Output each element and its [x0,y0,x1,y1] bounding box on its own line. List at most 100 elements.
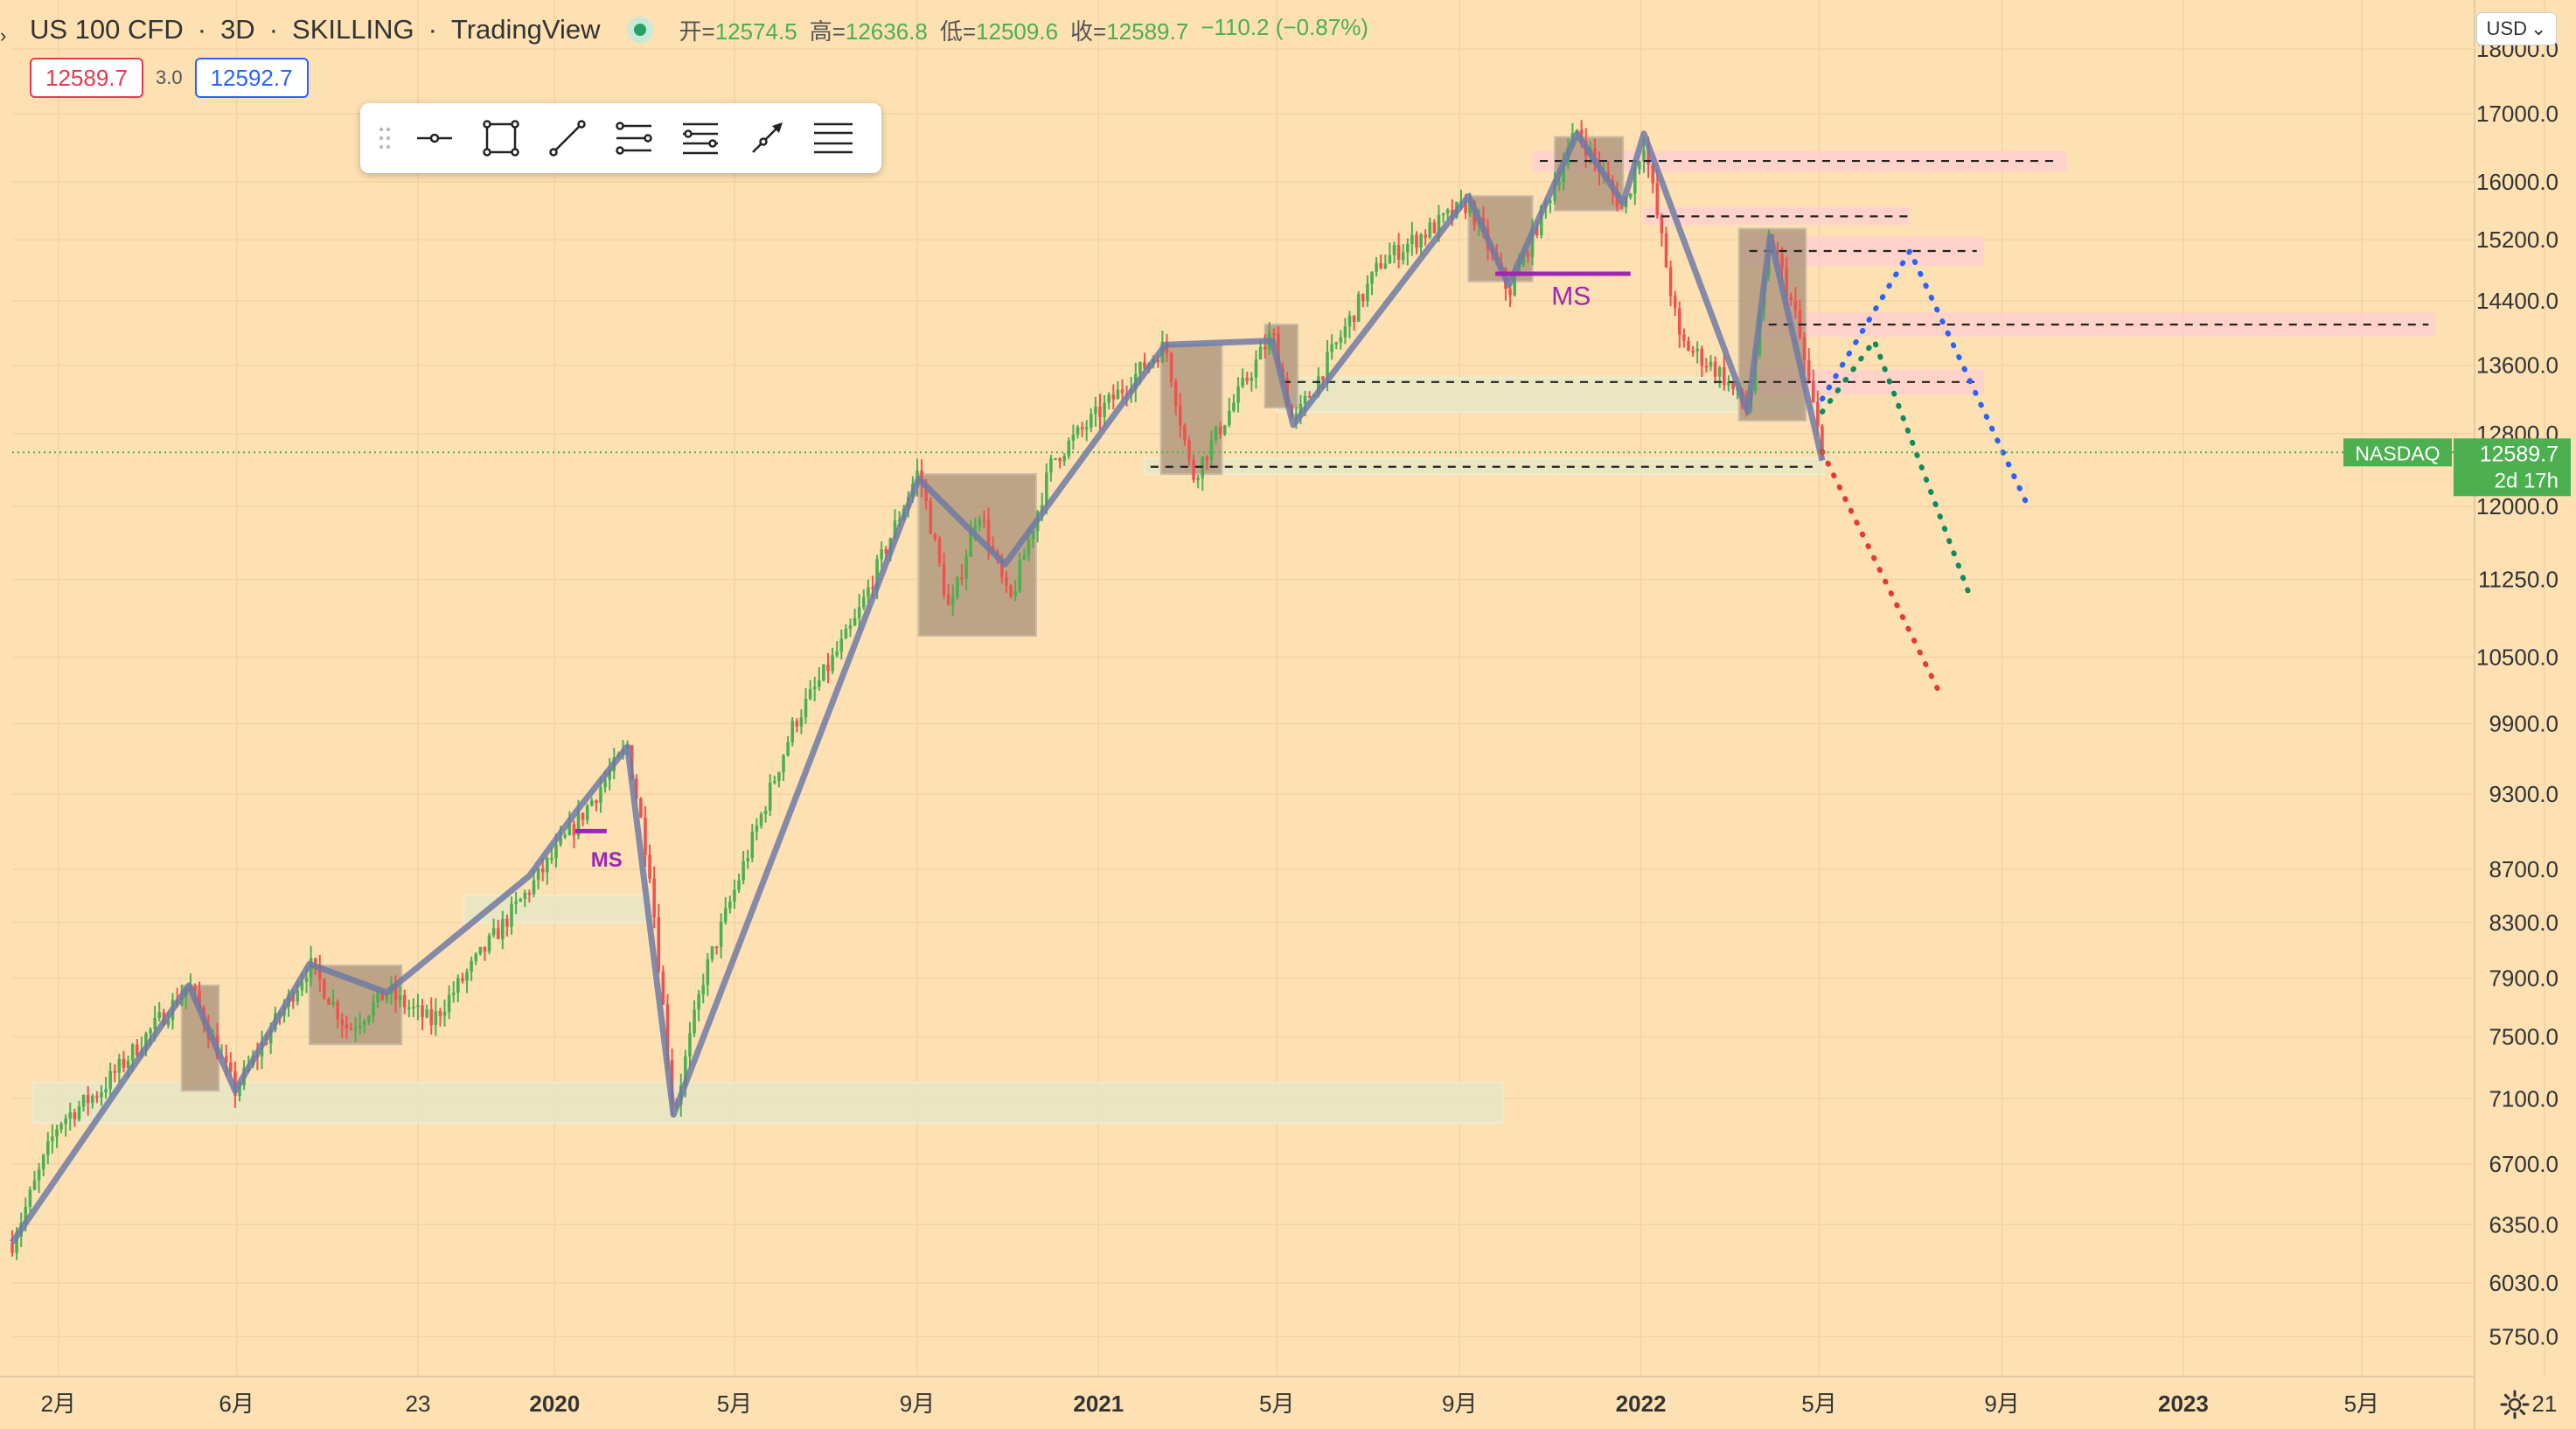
candle-body [1678,308,1681,335]
candle [1526,249,1530,263]
candle [104,1077,108,1099]
candle [755,818,759,840]
projection-proj_red [1819,449,1941,693]
grip-icon[interactable] [369,108,400,169]
candle [960,563,964,586]
candle-body [550,858,553,861]
candle [465,968,469,993]
candle-body [438,1011,442,1016]
candle-body [1071,435,1076,441]
candle-body [590,800,594,806]
candle [491,918,496,938]
candle [1098,394,1102,430]
symbol-legend[interactable]: US 100 CFD · 3D · SKILLING · TradingView… [30,10,1368,49]
candle-body [950,596,955,606]
fib-retracement-icon[interactable] [668,108,733,169]
candle-body [1793,300,1798,310]
candle-body [496,928,500,939]
rectangle-icon[interactable] [469,108,533,169]
currency-button[interactable]: USD ⌄ [2476,12,2557,45]
candle [786,735,790,757]
candle [51,1124,54,1154]
buy-button[interactable]: 12592.7 [194,58,309,98]
candle-body [1277,333,1280,369]
candle-body [113,1070,117,1073]
left-arrow-icon[interactable]: › [0,24,7,46]
ohlc-values: 开=12574.5 高=12636.8 低=12509.6 收=12589.7 … [679,14,1368,46]
candle-body [1722,367,1726,386]
candle [416,993,420,1021]
candle [442,999,447,1027]
sell-button[interactable]: 12589.7 [30,58,143,98]
candle [32,1170,37,1191]
price-tick-label: 14400.0 [2476,288,2559,314]
currency-label: USD [2486,17,2527,39]
candle [81,1094,86,1112]
price-tick-label: 6350.0 [2489,1211,2559,1237]
candle-body [402,995,407,1007]
candle-body [385,993,389,1001]
candle [1361,293,1365,308]
candle-body [1218,426,1222,435]
candle [1704,358,1709,373]
candle-body [763,810,768,814]
candle [429,997,434,1035]
candle-body [1464,200,1467,213]
high-key: 高= [809,17,846,45]
candle-body [46,1140,50,1155]
candle-body [956,577,959,597]
candle [857,594,861,630]
candle [581,812,585,826]
candle-body [1183,425,1187,441]
candle [46,1132,50,1164]
candle [345,1015,349,1039]
candle [1090,408,1093,433]
candle [470,956,473,981]
candle-body [1638,161,1641,170]
candle-body [1713,361,1717,377]
pitchfork-icon[interactable] [602,108,666,169]
candle [1330,334,1333,360]
candle-body [733,889,736,903]
candle-body [1321,376,1325,380]
candle [1415,231,1418,254]
candle [1410,221,1414,256]
candle-body [750,831,755,859]
candle-body [728,902,732,909]
candle [527,889,532,903]
candle-body [1553,185,1556,201]
candle-body [969,531,972,557]
symbol-interval[interactable]: 3D [220,14,255,45]
candle [826,652,830,684]
candle [763,805,768,823]
gear-icon[interactable] [2499,1389,2531,1420]
candle-body [358,1025,362,1028]
candle [1120,379,1124,401]
price-tick-label: 8700.0 [2489,856,2559,882]
candle-body [1437,214,1441,234]
candle [661,965,665,1006]
legend-separator: · [197,14,207,45]
candle-body [73,1112,77,1119]
horizontal-lines-icon[interactable] [801,108,866,169]
horizontal-ray-icon[interactable] [402,108,467,169]
candle [1009,583,1013,599]
candle-body [1388,254,1392,264]
candle-body [1717,367,1722,377]
candle-body [447,994,451,1012]
candle-body [1383,263,1388,268]
candle-body [1317,376,1320,395]
candle-body [867,587,870,597]
candle-body [1214,426,1218,440]
arrow-marker-icon[interactable] [735,108,799,169]
trend-line-icon[interactable] [535,108,600,169]
candle [719,913,723,958]
symbol-name[interactable]: US 100 CFD [30,14,184,45]
candle [1445,207,1450,220]
candle-body [1298,403,1303,415]
projections [1819,245,2033,693]
candle [773,775,776,785]
candle-body [166,1020,171,1026]
